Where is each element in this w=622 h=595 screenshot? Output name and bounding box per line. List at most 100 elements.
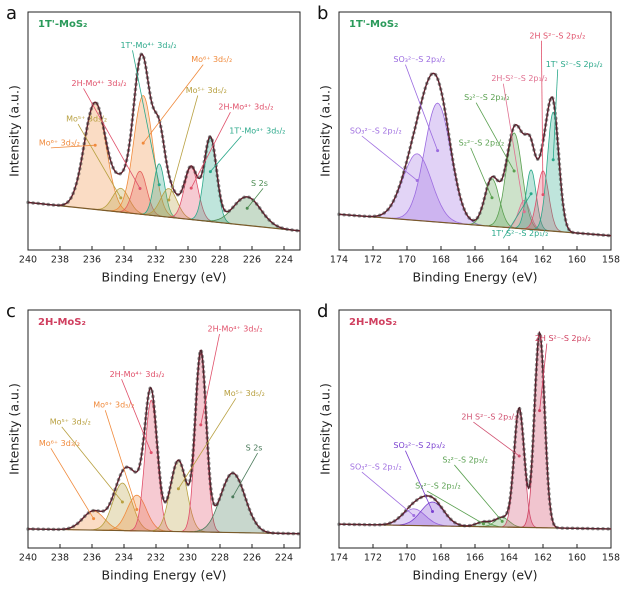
envelope-dots xyxy=(337,327,613,531)
x-tick-label: 232 xyxy=(147,553,165,564)
peak-label: SO₃²⁻-S 2p₃/₂ xyxy=(393,441,445,450)
annotation-arrow xyxy=(475,102,515,172)
annotation-arrow xyxy=(61,426,123,503)
envelope xyxy=(339,330,612,530)
x-tick-label: 158 xyxy=(602,553,620,564)
x-tick-label: 170 xyxy=(398,255,416,266)
arrow-head xyxy=(500,519,504,523)
annotation-arrow xyxy=(405,450,433,512)
panel-title: 1T'-MoS₂ xyxy=(349,19,398,30)
x-tick-label: 162 xyxy=(534,255,552,266)
peak-label: Mo⁶⁺ 3d₃/₂ xyxy=(39,439,80,448)
y-axis-label: Intensity (a.u.) xyxy=(318,85,333,177)
x-tick-label: 240 xyxy=(19,255,37,266)
x-tick-label: 226 xyxy=(243,553,261,564)
x-tick-label: 234 xyxy=(115,255,133,266)
x-tick-label: 230 xyxy=(179,255,197,266)
peak-label: Mo⁶⁺ 3d₅/₂ xyxy=(191,55,232,64)
arrow-head xyxy=(157,183,161,187)
annotation-arrow xyxy=(50,144,96,149)
envelope-dots xyxy=(337,71,613,238)
peak-label: S₂²⁻-S 2p₁/₂ xyxy=(459,138,505,147)
annotation-arrow xyxy=(210,135,242,172)
annotation-arrow xyxy=(200,333,220,425)
annotation-arrow xyxy=(232,452,258,498)
annotation-arrow xyxy=(361,135,418,181)
arrow-head xyxy=(141,141,145,145)
x-tick-label: 170 xyxy=(398,553,416,564)
peak-label: 2H-S²⁻-S 2p₁/₂ xyxy=(491,74,547,83)
y-axis-label: Intensity (a.u.) xyxy=(7,383,22,475)
peak-label: 1T'-Mo⁴⁺ 3d₅/₂ xyxy=(229,127,285,136)
plot-frame xyxy=(27,11,301,251)
x-tick-label: 162 xyxy=(534,553,552,564)
arrow-head xyxy=(176,487,180,491)
arrow-head xyxy=(189,186,193,190)
x-tick-label: 166 xyxy=(466,553,484,564)
panel: 240 238 236 234 232 230 228 226 224 Binding Energ… xyxy=(6,301,302,583)
peak-label: 2H-Mo⁴⁺ 3d₃/₂ xyxy=(72,79,127,88)
x-tick-label: 164 xyxy=(500,553,518,564)
annotation-arrow xyxy=(426,490,484,525)
plot-frame xyxy=(27,309,301,549)
panel-letter: a xyxy=(6,3,17,24)
arrow-head xyxy=(522,210,526,214)
annotation-arrow xyxy=(502,193,532,239)
arrow-head xyxy=(149,451,153,455)
x-tick-label: 160 xyxy=(568,553,586,564)
baseline xyxy=(27,528,301,535)
x-tick-label: 236 xyxy=(83,255,101,266)
annotation-arrow xyxy=(168,95,199,201)
y-axis-label: Intensity (a.u.) xyxy=(7,85,22,177)
y-axis-label: Intensity (a.u.) xyxy=(318,383,333,475)
peak-label: S 2s xyxy=(251,179,268,188)
arrow-head xyxy=(119,196,123,200)
peak-label: Mo⁵⁺ 3d₃/₂ xyxy=(66,115,107,124)
arrow-head xyxy=(529,192,533,196)
peak-label: S 2s xyxy=(246,444,263,453)
annotation-arrow xyxy=(470,147,493,198)
x-tick-label: 238 xyxy=(51,553,69,564)
x-tick-label: 172 xyxy=(364,255,382,266)
annotation-arrow xyxy=(361,471,415,516)
peak-label: SO₃²⁻-S 2p₃/₂ xyxy=(393,55,445,64)
x-axis-label: Binding Energy (eV) xyxy=(102,270,227,285)
arrow-head xyxy=(551,158,555,162)
peak-label: 2H-Mo⁴⁺ 3d₅/₂ xyxy=(218,103,273,112)
peak-label: 1T' S²⁻-S 2p₃/₂ xyxy=(546,60,603,69)
arrow-head xyxy=(490,196,494,200)
x-tick-label: 160 xyxy=(568,255,586,266)
annotation-arrow xyxy=(473,421,520,457)
annotation-arrow xyxy=(83,88,141,189)
x-tick-label: 224 xyxy=(275,255,293,266)
panel-letter: d xyxy=(317,301,328,322)
arrow-head xyxy=(538,409,542,413)
annotation-arrow xyxy=(190,112,231,189)
x-tick-label: 174 xyxy=(330,553,348,564)
x-tick-label: 236 xyxy=(83,553,101,564)
peak-label: 2H S²⁻-S 2p₃/₂ xyxy=(461,413,517,422)
x-tick-label: 238 xyxy=(51,255,69,266)
x-tick-label: 240 xyxy=(19,553,37,564)
arrow-head xyxy=(120,500,124,504)
baseline xyxy=(27,201,301,232)
peak-label: Mo⁵⁺ 3d₃/₂ xyxy=(50,417,91,426)
annotation-arrow xyxy=(142,64,204,144)
arrow-head xyxy=(412,514,416,518)
envelope-dots xyxy=(26,348,302,536)
annotation-arrow xyxy=(77,123,122,199)
x-tick-label: 164 xyxy=(500,255,518,266)
peak-label: 2H-Mo⁴⁺ 3d₅/₂ xyxy=(208,325,263,334)
x-tick-label: 172 xyxy=(364,553,382,564)
annotation-arrow xyxy=(178,398,237,489)
x-tick-label: 174 xyxy=(330,255,348,266)
peak-label: 1T' S²⁻-S 2p₁/₂ xyxy=(491,229,548,238)
arrow-head xyxy=(138,186,142,190)
annotation-arrow xyxy=(246,188,264,209)
annotation-arrow xyxy=(541,40,544,195)
plot-frame xyxy=(338,309,612,549)
arrow-head xyxy=(512,169,516,173)
peak-label: Mo⁶⁺ 3d₃/₂ xyxy=(39,138,80,147)
